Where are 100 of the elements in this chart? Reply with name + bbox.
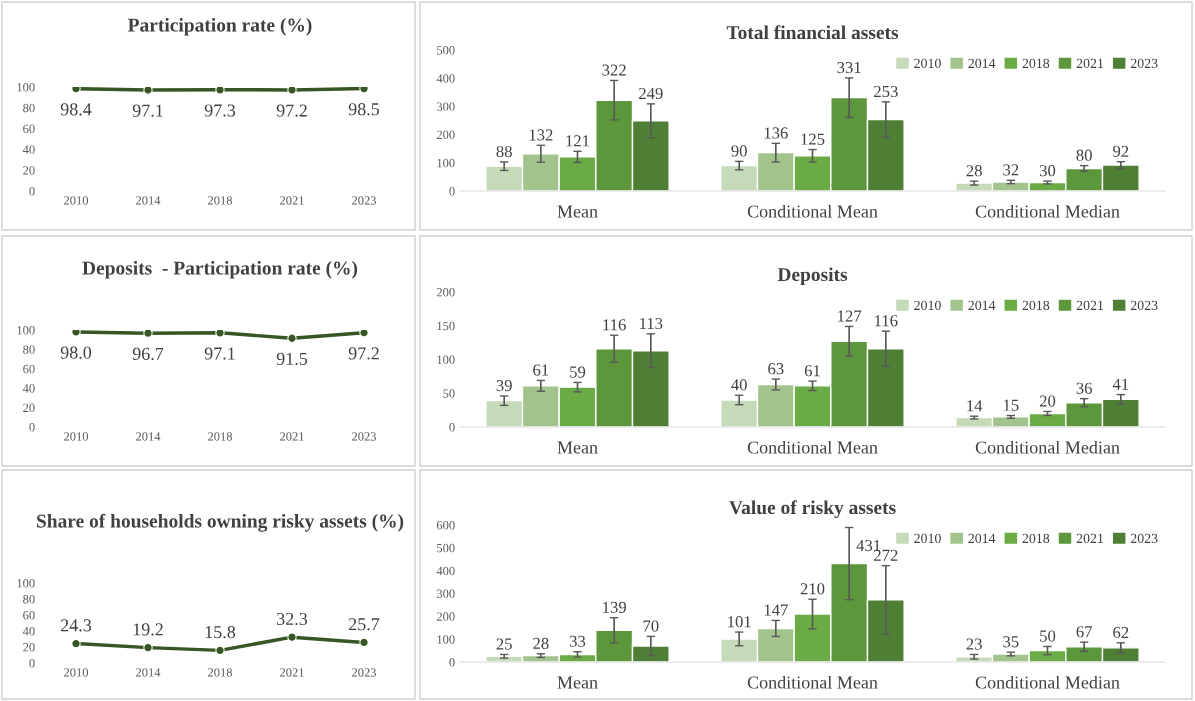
y-tick-label: 0 [449,187,455,196]
legend-label: 2018 [1022,533,1050,544]
data-label: 61 [533,364,549,376]
y-tick-label: 100 [437,635,455,644]
data-label: 23 [966,638,982,650]
x-tick-label: 2014 [136,432,161,441]
data-label: 210 [800,583,825,595]
data-label: 127 [838,310,862,322]
chart-title: Share of households owning risky assets (%) [37,513,404,532]
data-label: 30 [1039,165,1056,177]
y-tick-label: 40 [22,627,35,636]
y-tick-label: 20 [23,403,35,413]
legend-label: 2010 [914,58,941,69]
y-tick-label: 500 [437,543,455,553]
text: 97.2 [348,347,379,360]
x-tick-label: Conditional Median [975,204,1120,218]
x-tick-label: Mean [557,205,598,218]
legend-label: 2010 [914,533,941,544]
data-label: 35 [1003,636,1019,648]
x-tick-label: Conditional Mean [747,440,878,454]
data-label: 62 [1113,626,1129,639]
y-tick-label: 0 [29,423,35,432]
x-tick-label: 2021 [280,432,304,441]
chart-title: Deposits - Participation rate (%) [82,260,358,279]
data-label: 28 [533,637,549,650]
x-tick-label: Conditional Median [975,440,1120,454]
y-tick-label: 20 [23,643,35,652]
data-label: 98.5 [348,103,380,116]
data-label: 253 [874,85,898,98]
x-tick-label: 2018 [208,668,233,677]
data-label: 32.3 [277,612,308,626]
data-label: 41 [1112,378,1129,390]
data-label: 40 [731,379,747,391]
data-label: 92 [1113,145,1129,157]
y-tick-label: 60 [23,124,35,134]
text: 97.1 [204,347,235,360]
y-tick-label: 50 [443,389,455,398]
y-tick-label: 600 [436,521,455,530]
x-tick-label: 2010 [64,196,89,205]
y-tick-label: 200 [436,288,455,297]
y-tick-label: 300 [436,102,455,111]
legend-label: 2021 [1076,300,1104,311]
data-label: 249 [639,87,663,100]
y-tick-label: 100 [437,158,455,168]
y-tick-label: 60 [23,364,35,374]
data-label: 25.7 [348,618,380,631]
y-tick-label: 200 [436,612,455,621]
y-tick-label: 150 [437,321,455,331]
data-label: 116 [603,319,626,331]
x-tick-label: Conditional Mean [747,675,878,689]
data-label: 15.8 [205,626,236,639]
y-tick-label: 0 [29,659,35,668]
data-label: 125 [801,133,825,145]
data-label: 97.3 [204,104,236,117]
x-tick-label: 2014 [136,668,161,677]
data-label: 116 [875,315,898,327]
y-tick-label: 500 [437,46,455,55]
data-label: 67 [1076,626,1093,638]
legend-label: 2014 [968,300,996,311]
data-label: 322 [602,64,626,76]
x-tick-label: 2023 [352,196,377,205]
x-tick-label: Mean [557,676,598,689]
data-label: 97.2 [276,104,307,117]
legend-label: 2023 [1130,300,1158,311]
data-label: 25 [496,638,512,650]
data-label: 24.3 [60,619,92,632]
text: 91.5 [276,352,308,366]
data-label: 50 [1040,630,1056,642]
x-tick-label: Conditional Median [975,675,1120,689]
y-tick-label: 0 [29,187,35,196]
chart-title: Participation rate (%) [128,17,312,36]
y-tick-label: 40 [22,145,35,154]
data-label: 113 [640,317,663,330]
y-tick-label: 80 [23,595,35,604]
x-tick-label: 2010 [64,432,89,441]
data-label: 139 [603,601,626,613]
legend-label: 2010 [914,300,941,311]
legend-label: 2023 [1130,58,1158,69]
x-tick-label: Conditional Mean [747,204,878,218]
y-tick-label: 80 [23,345,35,354]
data-label: 88 [496,145,512,158]
y-tick-label: 100 [17,83,35,92]
data-label: 61 [804,365,820,377]
y-tick-label: 100 [17,326,35,335]
data-label: 14 [967,400,983,412]
data-label: 19.2 [133,623,163,636]
data-label: 39 [496,379,512,392]
x-tick-label: 2014 [136,196,161,205]
data-label: 132 [529,129,553,141]
data-label: 136 [764,127,788,139]
y-tick-label: 400 [436,566,455,576]
chart-title: Value of risky assets [729,500,896,519]
chart-title: Total financial assets [726,25,899,40]
legend-label: 2014 [968,58,996,69]
legend-label: 2023 [1130,533,1158,544]
x-tick-label: 2023 [352,432,377,441]
y-tick-label: 100 [437,355,455,364]
x-tick-label: 2018 [208,432,233,441]
data-label: 20 [1039,395,1056,407]
data-label: 147 [764,604,788,616]
